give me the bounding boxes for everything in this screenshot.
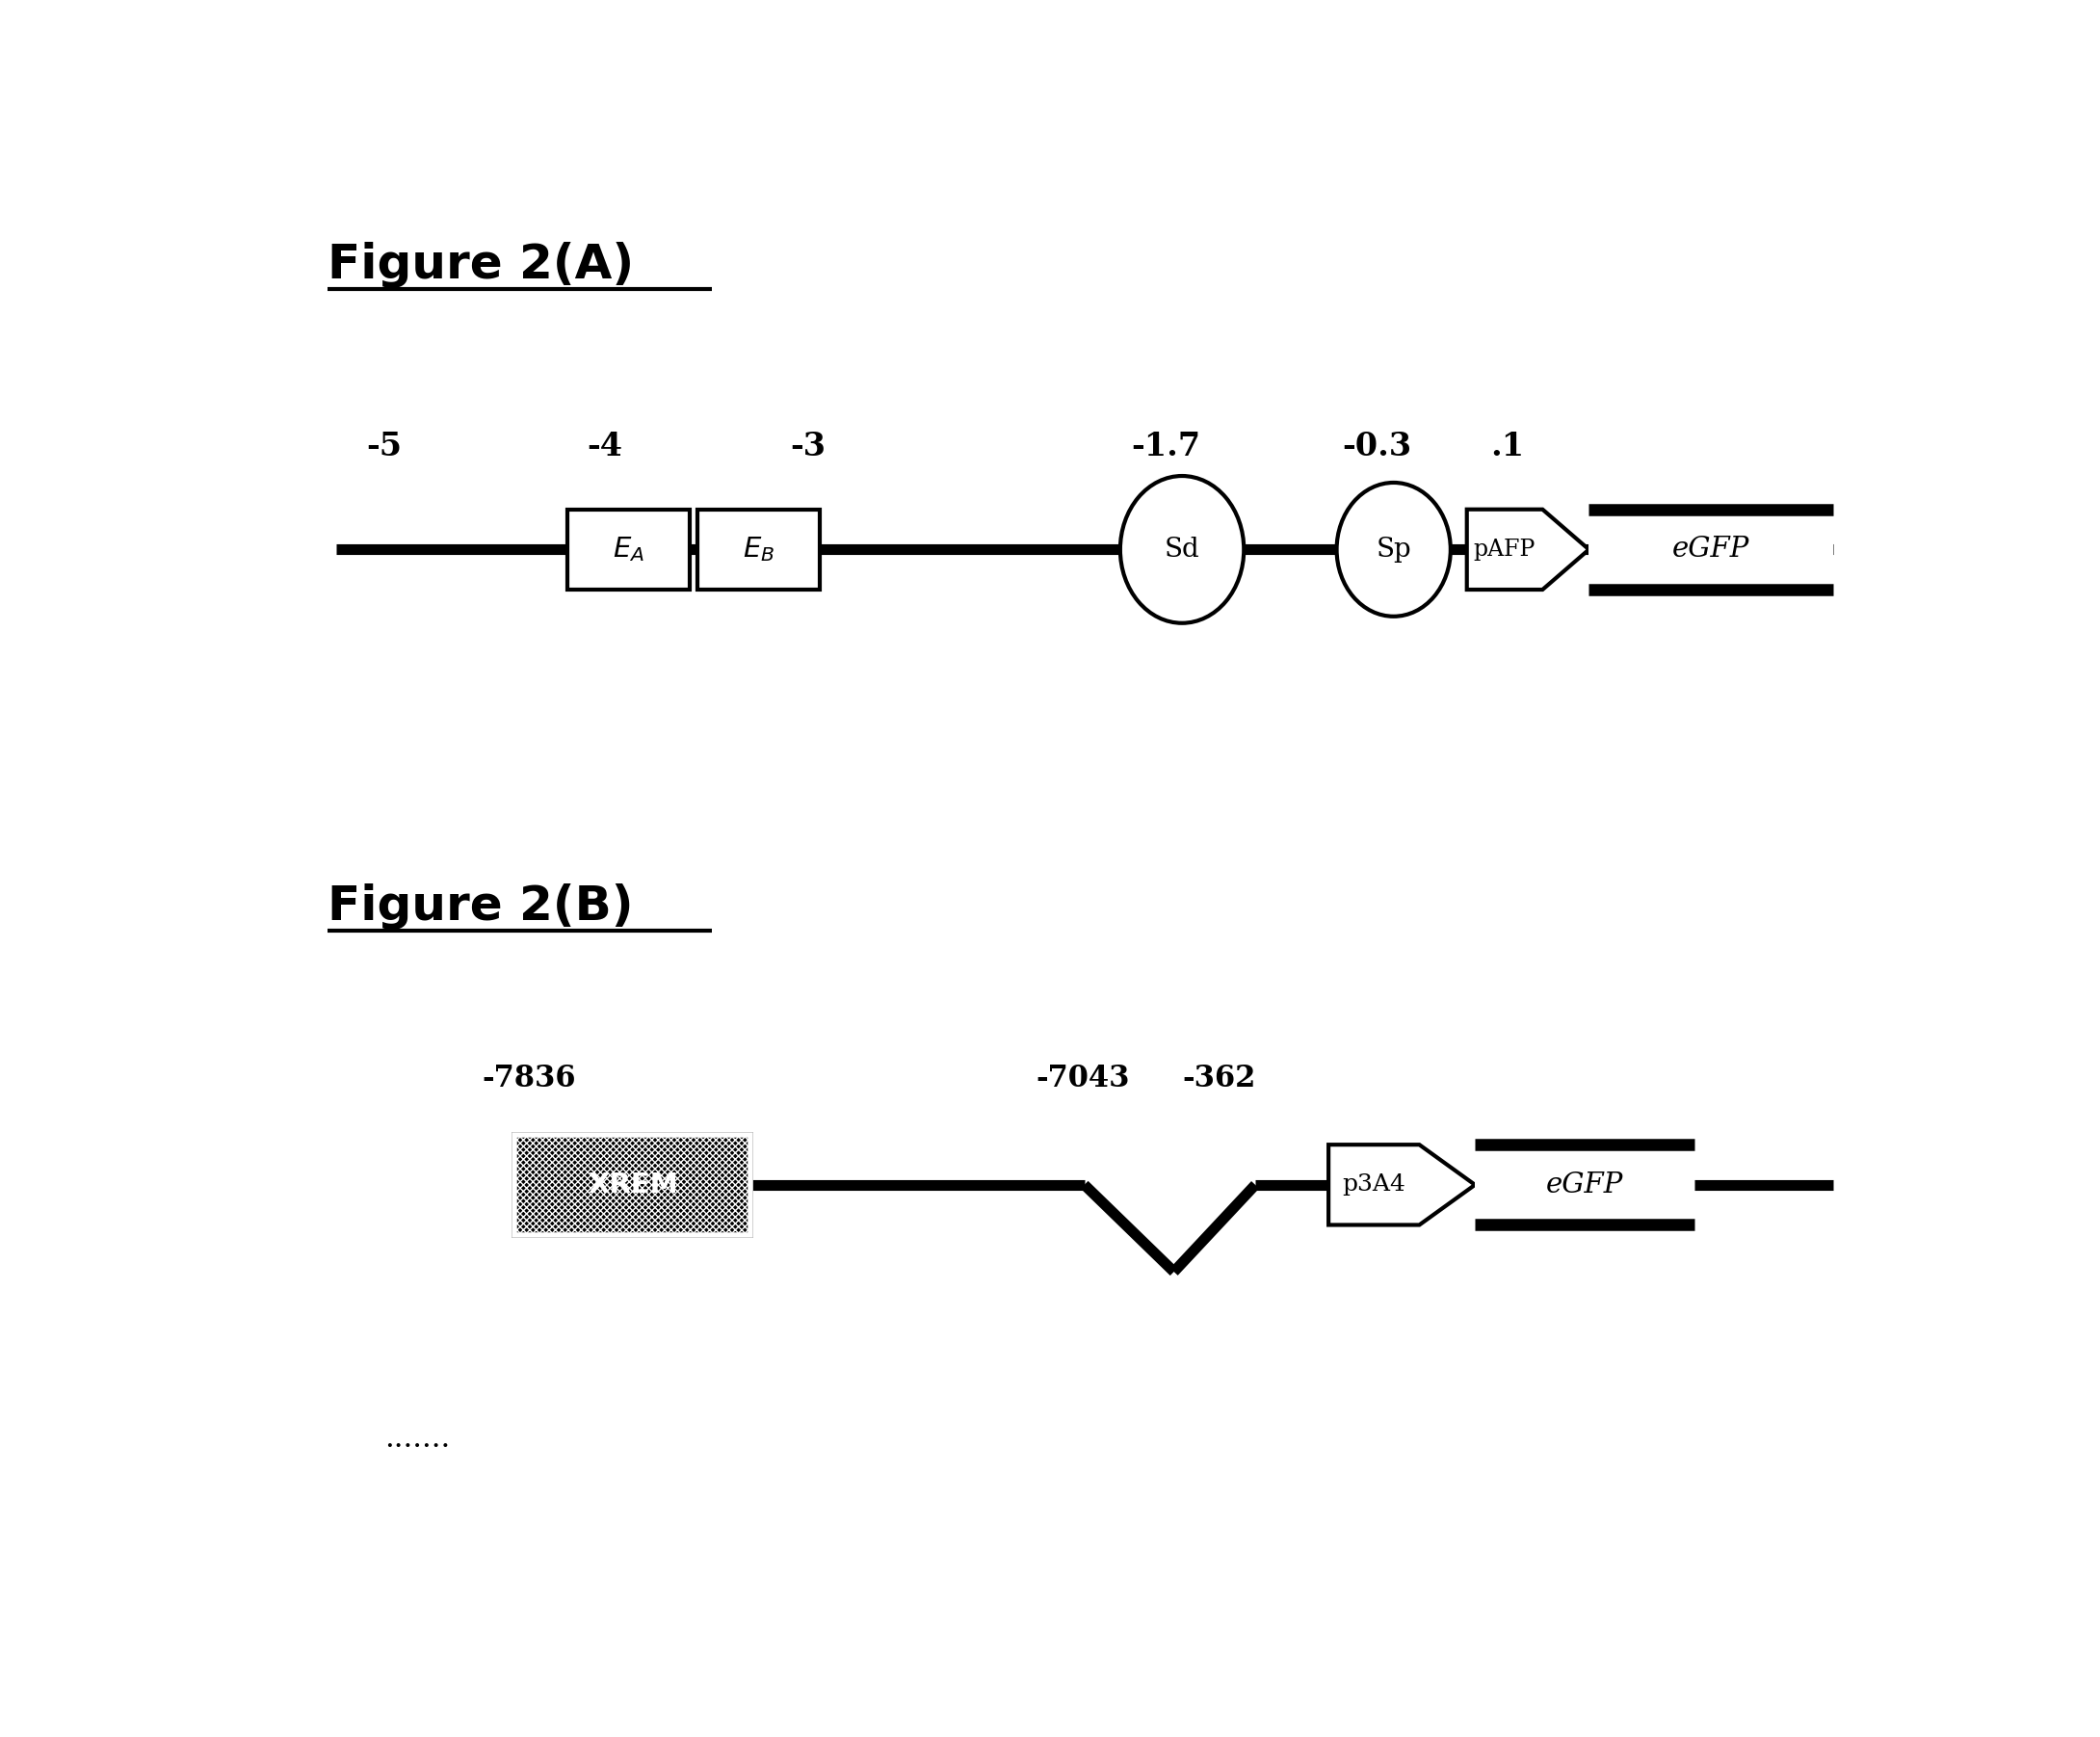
Bar bbox=[514, 1134, 752, 1235]
Bar bbox=[1474, 1145, 1695, 1225]
Text: -3: -3 bbox=[790, 431, 825, 462]
Text: -0.3: -0.3 bbox=[1342, 431, 1411, 462]
Text: Figure 2(B): Figure 2(B) bbox=[328, 884, 634, 929]
Ellipse shape bbox=[1336, 483, 1451, 617]
Text: p3A4: p3A4 bbox=[1342, 1174, 1405, 1195]
Text: eGFP: eGFP bbox=[1672, 537, 1749, 563]
Text: -5: -5 bbox=[368, 431, 403, 462]
Bar bbox=[567, 509, 689, 589]
Text: -7836: -7836 bbox=[483, 1065, 575, 1094]
Text: -1.7: -1.7 bbox=[1132, 431, 1201, 462]
Text: pAFP: pAFP bbox=[1474, 538, 1535, 561]
Text: Sp: Sp bbox=[1376, 537, 1411, 563]
Text: XREM: XREM bbox=[588, 1171, 678, 1199]
Text: $E_B$: $E_B$ bbox=[743, 535, 775, 565]
Text: -362: -362 bbox=[1182, 1065, 1256, 1094]
Polygon shape bbox=[1329, 1145, 1474, 1225]
Text: .......: ....... bbox=[384, 1424, 449, 1454]
Text: Sd: Sd bbox=[1163, 537, 1199, 563]
Text: Figure 2(A): Figure 2(A) bbox=[328, 241, 634, 288]
Text: -7043: -7043 bbox=[1035, 1065, 1130, 1094]
Polygon shape bbox=[1466, 509, 1590, 589]
Bar bbox=[697, 509, 819, 589]
Bar bbox=[1590, 509, 1833, 589]
Text: .1: .1 bbox=[1491, 431, 1525, 462]
Text: -4: -4 bbox=[586, 431, 622, 462]
Text: $E_A$: $E_A$ bbox=[613, 535, 645, 565]
Ellipse shape bbox=[1119, 476, 1243, 624]
Bar bbox=[514, 1134, 752, 1235]
Text: eGFP: eGFP bbox=[1546, 1171, 1623, 1199]
